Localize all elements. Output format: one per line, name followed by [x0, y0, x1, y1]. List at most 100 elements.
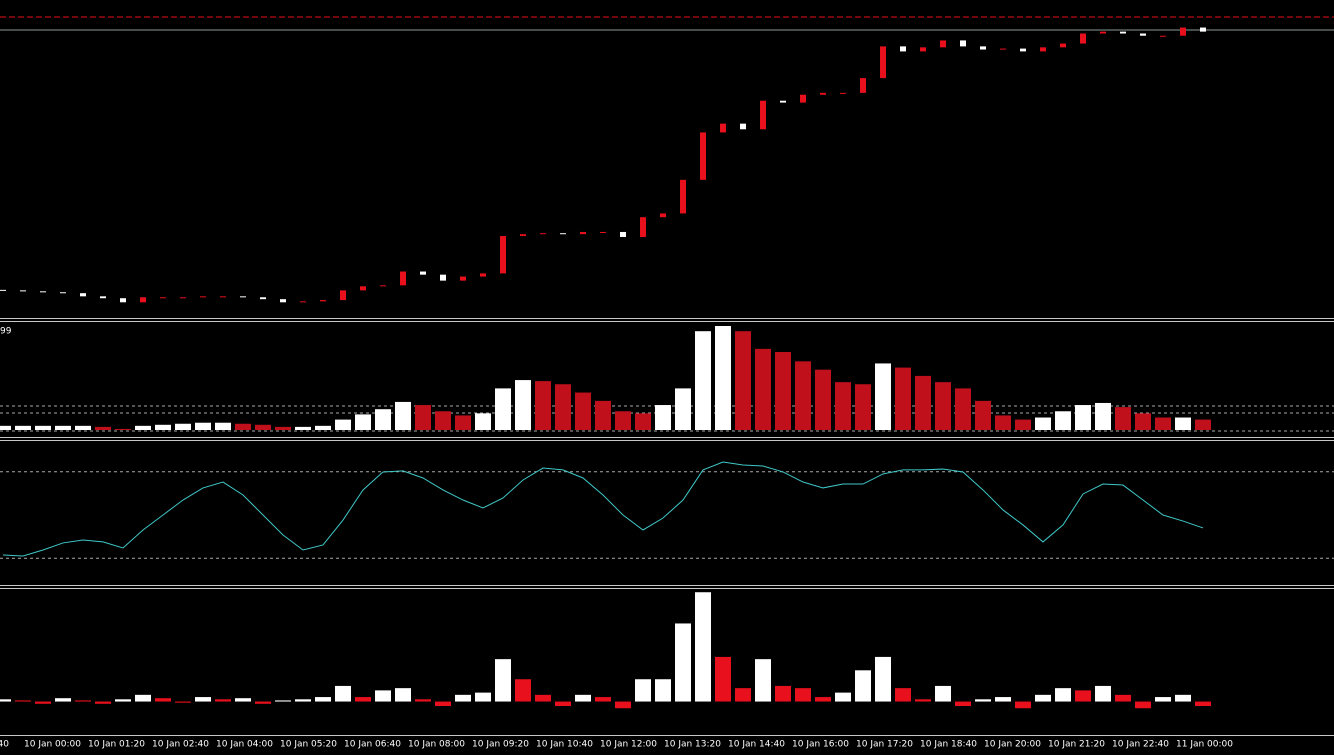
bar — [915, 699, 931, 702]
bar — [575, 694, 591, 702]
candle — [1040, 47, 1046, 52]
bar — [1095, 402, 1111, 430]
bar — [115, 699, 131, 702]
candle — [340, 290, 346, 301]
candle — [1020, 48, 1026, 52]
candle — [700, 132, 706, 180]
bar — [755, 348, 771, 430]
line-series — [2, 461, 1204, 557]
bar — [135, 694, 151, 702]
bar — [675, 388, 691, 430]
bar — [175, 701, 191, 703]
bar — [1075, 690, 1091, 702]
candle — [740, 123, 746, 130]
candle — [800, 94, 806, 103]
bar — [815, 697, 831, 702]
bar — [455, 415, 471, 430]
candle — [900, 46, 906, 52]
bar — [1135, 701, 1151, 709]
candle — [1200, 27, 1206, 32]
bar — [195, 697, 211, 702]
candle — [1160, 35, 1166, 37]
candle — [160, 297, 166, 299]
bar — [1195, 701, 1211, 706]
candle — [940, 40, 946, 48]
bar — [1015, 701, 1031, 709]
x-tick-label: 10 Jan 01:20 — [88, 740, 145, 750]
bar — [295, 699, 311, 702]
candle — [1120, 31, 1126, 34]
bar — [895, 367, 911, 430]
bar — [655, 405, 671, 430]
bar — [715, 656, 731, 702]
bar — [795, 688, 811, 702]
bar — [715, 326, 731, 430]
bar — [595, 697, 611, 702]
x-tick-label: 10 Jan 00:00 — [24, 740, 81, 750]
bar — [515, 380, 531, 430]
bar — [835, 382, 851, 430]
bar — [415, 405, 431, 430]
x-tick-label: 10 Jan 20:00 — [984, 740, 1041, 750]
candle — [440, 274, 446, 281]
bar — [215, 699, 231, 702]
candle — [820, 92, 826, 95]
bar — [75, 425, 91, 430]
bar — [835, 692, 851, 702]
bar — [1075, 405, 1091, 430]
x-tick-label: 11 Jan 00:00 — [1176, 740, 1233, 750]
bar — [755, 659, 771, 702]
bar — [175, 423, 191, 430]
candle — [480, 273, 486, 277]
candle — [460, 276, 466, 281]
candle — [1100, 31, 1106, 34]
bar — [615, 411, 631, 430]
bar — [575, 392, 591, 430]
bar — [235, 423, 251, 430]
bar — [1035, 694, 1051, 702]
bar — [1195, 419, 1211, 430]
candle — [140, 297, 146, 303]
bar — [1175, 417, 1191, 430]
x-tick-label: 10 Jan 09:20 — [472, 740, 529, 750]
bar — [775, 685, 791, 702]
bar — [1115, 694, 1131, 702]
bar — [1055, 688, 1071, 702]
bar — [135, 425, 151, 430]
bar — [555, 384, 571, 430]
candle — [880, 46, 886, 79]
candle — [1000, 48, 1006, 50]
panel-label: 99 — [0, 327, 12, 337]
candle — [300, 301, 306, 303]
candle — [760, 100, 766, 130]
bar — [635, 679, 651, 702]
candle — [60, 292, 66, 294]
bar — [155, 698, 171, 702]
candle — [220, 296, 226, 298]
candle — [520, 234, 526, 237]
bar — [935, 685, 951, 702]
candle — [1140, 33, 1146, 36]
candle — [120, 298, 126, 303]
bar — [1175, 694, 1191, 702]
candle — [80, 293, 86, 297]
x-tick-label: 10 Jan 21:20 — [1048, 740, 1105, 750]
x-tick-label: 10 Jan 12:00 — [600, 740, 657, 750]
bar — [155, 424, 171, 430]
bar — [255, 424, 271, 430]
bar — [435, 701, 451, 706]
candle — [1080, 33, 1086, 44]
candle — [200, 296, 206, 298]
bar — [475, 692, 491, 702]
bar — [655, 679, 671, 702]
bar — [275, 426, 291, 430]
bar — [55, 425, 71, 430]
bar — [535, 694, 551, 702]
bar — [335, 419, 351, 430]
x-tick-label: 10 Jan 10:40 — [536, 740, 593, 750]
candle — [420, 271, 426, 275]
bar — [15, 425, 31, 430]
bar — [1115, 407, 1131, 430]
x-tick-label: 10 Jan 02:40 — [152, 740, 209, 750]
